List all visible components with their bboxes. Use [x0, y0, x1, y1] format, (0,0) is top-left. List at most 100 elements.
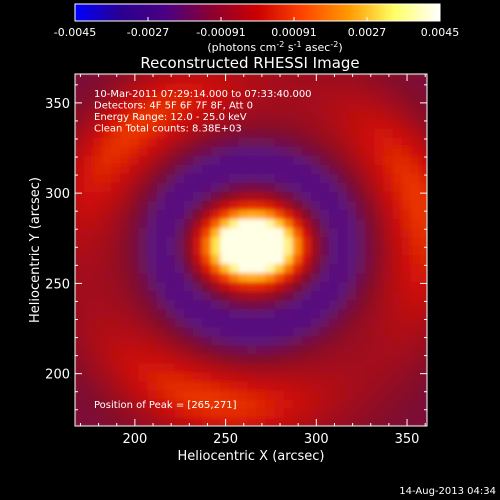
heatmap-pixel: [220, 308, 230, 319]
heatmap-pixel: [238, 236, 248, 247]
heatmap-pixel: [84, 317, 94, 328]
heatmap-pixel: [120, 353, 131, 364]
heatmap-pixel: [202, 128, 212, 138]
heatmap-pixel: [338, 173, 348, 183]
heatmap-pixel: [192, 146, 203, 156]
heatmap-pixel: [265, 83, 276, 93]
heatmap-pixel: [165, 398, 176, 409]
heatmap-pixel: [383, 290, 394, 301]
heatmap-pixel: [265, 362, 276, 373]
heatmap-pixel: [383, 227, 394, 238]
heatmap-pixel: [238, 362, 248, 373]
heatmap-pixel: [347, 227, 357, 238]
heatmap-pixel: [329, 290, 339, 301]
heatmap-pixel: [183, 182, 194, 192]
heatmap-pixel: [338, 389, 348, 400]
heatmap-pixel: [419, 353, 427, 364]
heatmap-pixel: [202, 137, 212, 147]
heatmap-pixel: [347, 263, 357, 274]
heatmap-pixel: [310, 146, 321, 156]
heatmap-pixel: [392, 209, 403, 220]
heatmap-pixel: [174, 335, 185, 346]
x-tick-label: 250: [213, 432, 238, 447]
heatmap-pixel: [84, 353, 94, 364]
heatmap-pixel: [383, 344, 394, 355]
heatmap-pixel: [84, 74, 94, 84]
heatmap-pixel: [138, 299, 149, 310]
heatmap-pixel: [356, 164, 366, 174]
heatmap-pixel: [329, 362, 339, 373]
heatmap-pixel: [256, 317, 267, 328]
heatmap-pixel: [183, 353, 194, 364]
heatmap-pixel: [356, 416, 366, 426]
heatmap-pixel: [102, 407, 112, 418]
heatmap-pixel: [84, 182, 94, 192]
heatmap-pixel: [292, 281, 303, 292]
heatmap-pixel: [211, 218, 221, 229]
heatmap-pixel: [319, 326, 330, 337]
heatmap-pixel: [238, 173, 248, 183]
heatmap-pixel: [401, 155, 412, 165]
heatmap-pixel: [156, 398, 167, 409]
heatmap-pixel: [247, 308, 258, 319]
heatmap-pixel: [120, 110, 131, 120]
heatmap-pixel: [274, 389, 285, 400]
heatmap-pixel: [392, 335, 403, 346]
heatmap-pixel: [392, 317, 403, 328]
heatmap-pixel: [374, 209, 385, 220]
heatmap-pixel: [147, 236, 158, 247]
heatmap-pixel: [174, 398, 185, 409]
heatmap-pixel: [120, 308, 131, 319]
heatmap-pixel: [347, 416, 357, 426]
heatmap-pixel: [274, 344, 285, 355]
heatmap-pixel: [256, 254, 267, 265]
heatmap-pixel: [84, 155, 94, 165]
heatmap-pixel: [410, 335, 421, 346]
heatmap-pixel: [338, 236, 348, 247]
heatmap-pixel: [229, 416, 239, 426]
heatmap-pixel: [183, 281, 194, 292]
heatmap-pixel: [202, 317, 212, 328]
heatmap-pixel: [238, 155, 248, 165]
heatmap-pixel: [220, 155, 230, 165]
heatmap-pixel: [192, 398, 203, 409]
heatmap-pixel: [374, 353, 385, 364]
heatmap-pixel: [338, 245, 348, 256]
heatmap-pixel: [310, 227, 321, 238]
heatmap-pixel: [138, 137, 149, 147]
heatmap-pixel: [401, 362, 412, 373]
heatmap-pixel: [211, 398, 221, 409]
heatmap-pixel: [165, 218, 176, 229]
heatmap-pixel: [310, 218, 321, 229]
heatmap-pixel: [319, 110, 330, 120]
heatmap-pixel: [75, 263, 85, 274]
heatmap-pixel: [247, 83, 258, 93]
heatmap-pixel: [329, 407, 339, 418]
heatmap-pixel: [283, 200, 294, 210]
heatmap-pixel: [392, 326, 403, 337]
heatmap-pixel: [419, 272, 427, 283]
heatmap-pixel: [75, 308, 85, 319]
heatmap-pixel: [265, 128, 276, 138]
heatmap-pixel: [419, 101, 427, 111]
heatmap-pixel: [120, 344, 131, 355]
heatmap-pixel: [129, 146, 140, 156]
heatmap-pixel: [383, 398, 394, 409]
heatmap-pixel: [419, 173, 427, 183]
heatmap-pixel: [102, 83, 112, 93]
heatmap-pixel: [147, 344, 158, 355]
heatmap-pixel: [292, 83, 303, 93]
heatmap-pixel: [401, 236, 412, 247]
heatmap-pixel: [356, 371, 366, 382]
heatmap-pixel: [283, 371, 294, 382]
heatmap-pixel: [356, 254, 366, 265]
heatmap-pixel: [75, 317, 85, 328]
heatmap-pixel: [120, 119, 131, 129]
heatmap-pixel: [338, 137, 348, 147]
heatmap-pixel: [165, 416, 176, 426]
heatmap-pixel: [338, 317, 348, 328]
heatmap-pixel: [129, 128, 140, 138]
heatmap-pixel: [292, 173, 303, 183]
heatmap-pixel: [102, 398, 112, 409]
heatmap-pixel: [392, 128, 403, 138]
